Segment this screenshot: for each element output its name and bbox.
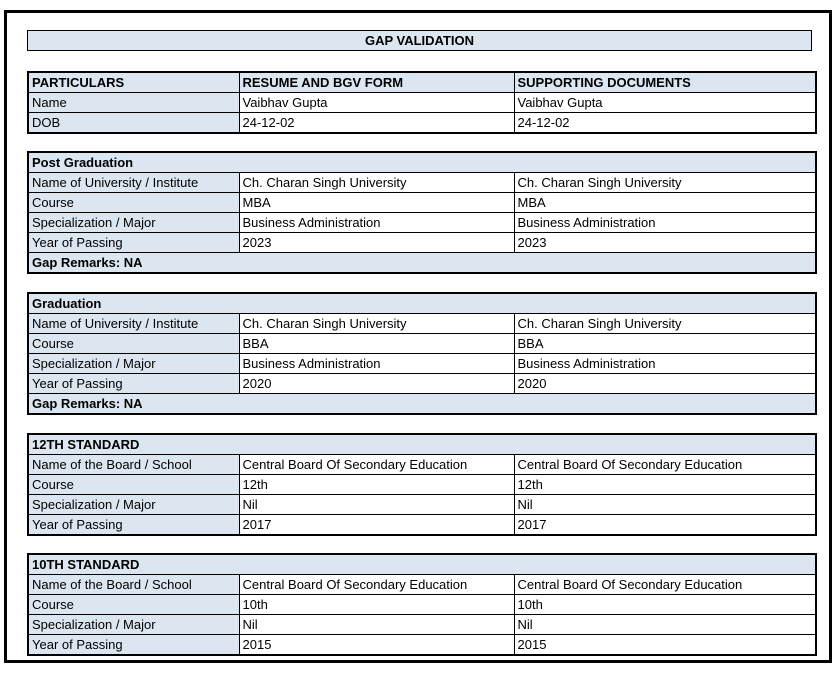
resume-value: Ch. Charan Singh University bbox=[238, 172, 515, 193]
resume-value: 2015 bbox=[238, 634, 515, 656]
table-row: Course 10th 10th bbox=[27, 594, 817, 615]
column-header-particulars: PARTICULARS bbox=[27, 71, 240, 93]
gap-remarks: Gap Remarks: NA bbox=[27, 393, 817, 415]
table-row: Year of Passing 2023 2023 bbox=[27, 232, 817, 253]
section-header-row: 12TH STANDARD bbox=[27, 433, 817, 455]
section-header-row: Post Graduation bbox=[27, 151, 817, 173]
row-label: Year of Passing bbox=[27, 634, 240, 656]
table-row: DOB 24-12-02 24-12-02 bbox=[27, 112, 817, 134]
table-row: Course 12th 12th bbox=[27, 474, 817, 495]
section-table-post-graduation: Post Graduation Name of University / Ins… bbox=[27, 151, 817, 274]
section-header-row: Graduation bbox=[27, 292, 817, 314]
table-row: Year of Passing 2020 2020 bbox=[27, 373, 817, 394]
resume-value: 10th bbox=[238, 594, 515, 615]
row-label: Specialization / Major bbox=[27, 614, 240, 635]
supporting-value: 10th bbox=[513, 594, 817, 615]
section-title: Post Graduation bbox=[27, 151, 817, 173]
supporting-value: Nil bbox=[513, 614, 817, 635]
resume-value: 2023 bbox=[238, 232, 515, 253]
supporting-value: Vaibhav Gupta bbox=[513, 92, 817, 113]
table-header-row: PARTICULARS RESUME AND BGV FORM SUPPORTI… bbox=[27, 71, 817, 93]
gap-remarks-row: Gap Remarks: NA bbox=[27, 393, 817, 415]
table-row: Name of the Board / School Central Board… bbox=[27, 454, 817, 475]
resume-value: Business Administration bbox=[238, 212, 515, 233]
supporting-value: Ch. Charan Singh University bbox=[513, 313, 817, 334]
gap-remarks: Gap Remarks: NA bbox=[27, 252, 817, 274]
supporting-value: Business Administration bbox=[513, 353, 817, 374]
page-title: GAP VALIDATION bbox=[27, 30, 812, 51]
row-label: Specialization / Major bbox=[27, 353, 240, 374]
row-label: Name of the Board / School bbox=[27, 454, 240, 475]
resume-value: 2017 bbox=[238, 514, 515, 536]
row-label: Year of Passing bbox=[27, 514, 240, 536]
table-row: Course BBA BBA bbox=[27, 333, 817, 354]
row-label: Year of Passing bbox=[27, 373, 240, 394]
section-table-graduation: Graduation Name of University / Institut… bbox=[27, 292, 817, 415]
supporting-value: Central Board Of Secondary Education bbox=[513, 574, 817, 595]
table-row: Name Vaibhav Gupta Vaibhav Gupta bbox=[27, 92, 817, 113]
resume-value: Business Administration bbox=[238, 353, 515, 374]
table-row: Course MBA MBA bbox=[27, 192, 817, 213]
table-row: Specialization / Major Nil Nil bbox=[27, 494, 817, 515]
supporting-value: 2015 bbox=[513, 634, 817, 656]
resume-value: Nil bbox=[238, 494, 515, 515]
table-row: Specialization / Major Nil Nil bbox=[27, 614, 817, 635]
table-row: Name of the Board / School Central Board… bbox=[27, 574, 817, 595]
document-frame bbox=[4, 10, 832, 663]
table-row: Specialization / Major Business Administ… bbox=[27, 353, 817, 374]
section-title: 12TH STANDARD bbox=[27, 433, 817, 455]
row-label: Name of the Board / School bbox=[27, 574, 240, 595]
supporting-value: Nil bbox=[513, 494, 817, 515]
supporting-value: 24-12-02 bbox=[513, 112, 817, 134]
resume-value: Ch. Charan Singh University bbox=[238, 313, 515, 334]
section-header-row: 10TH STANDARD bbox=[27, 553, 817, 575]
resume-value: 24-12-02 bbox=[238, 112, 515, 134]
supporting-value: 2020 bbox=[513, 373, 817, 394]
section-table-12th-standard: 12TH STANDARD Name of the Board / School… bbox=[27, 433, 818, 536]
resume-value: 2020 bbox=[238, 373, 515, 394]
table-row: Year of Passing 2017 2017 bbox=[27, 514, 817, 536]
row-label: Name of University / Institute bbox=[27, 172, 240, 193]
row-label: Course bbox=[27, 594, 240, 615]
row-label: Course bbox=[27, 192, 240, 213]
table-row: Name of University / Institute Ch. Chara… bbox=[27, 172, 817, 193]
supporting-value: Business Administration bbox=[513, 212, 817, 233]
column-header-resume: RESUME AND BGV FORM bbox=[238, 71, 515, 93]
supporting-value: Ch. Charan Singh University bbox=[513, 172, 817, 193]
section-table-10th-standard: 10TH STANDARD Name of the Board / School… bbox=[27, 553, 818, 656]
section-title: Graduation bbox=[27, 292, 817, 314]
resume-value: MBA bbox=[238, 192, 515, 213]
gap-remarks-row: Gap Remarks: NA bbox=[27, 252, 817, 274]
row-label: Name bbox=[27, 92, 240, 113]
supporting-value: BBA bbox=[513, 333, 817, 354]
table-row: Name of University / Institute Ch. Chara… bbox=[27, 313, 817, 334]
supporting-value: Central Board Of Secondary Education bbox=[513, 454, 817, 475]
supporting-value: MBA bbox=[513, 192, 817, 213]
row-label: DOB bbox=[27, 112, 240, 134]
row-label: Course bbox=[27, 333, 240, 354]
row-label: Name of University / Institute bbox=[27, 313, 240, 334]
supporting-value: 2023 bbox=[513, 232, 817, 253]
supporting-value: 12th bbox=[513, 474, 817, 495]
row-label: Specialization / Major bbox=[27, 212, 240, 233]
row-label: Year of Passing bbox=[27, 232, 240, 253]
column-header-supporting: SUPPORTING DOCUMENTS bbox=[513, 71, 817, 93]
resume-value: Vaibhav Gupta bbox=[238, 92, 515, 113]
particulars-table: PARTICULARS RESUME AND BGV FORM SUPPORTI… bbox=[27, 71, 817, 134]
supporting-value: 2017 bbox=[513, 514, 817, 536]
resume-value: Central Board Of Secondary Education bbox=[238, 454, 515, 475]
table-row: Specialization / Major Business Administ… bbox=[27, 212, 817, 233]
resume-value: Central Board Of Secondary Education bbox=[238, 574, 515, 595]
row-label: Course bbox=[27, 474, 240, 495]
section-title: 10TH STANDARD bbox=[27, 553, 817, 575]
table-row: Year of Passing 2015 2015 bbox=[27, 634, 817, 656]
resume-value: BBA bbox=[238, 333, 515, 354]
resume-value: 12th bbox=[238, 474, 515, 495]
resume-value: Nil bbox=[238, 614, 515, 635]
row-label: Specialization / Major bbox=[27, 494, 240, 515]
